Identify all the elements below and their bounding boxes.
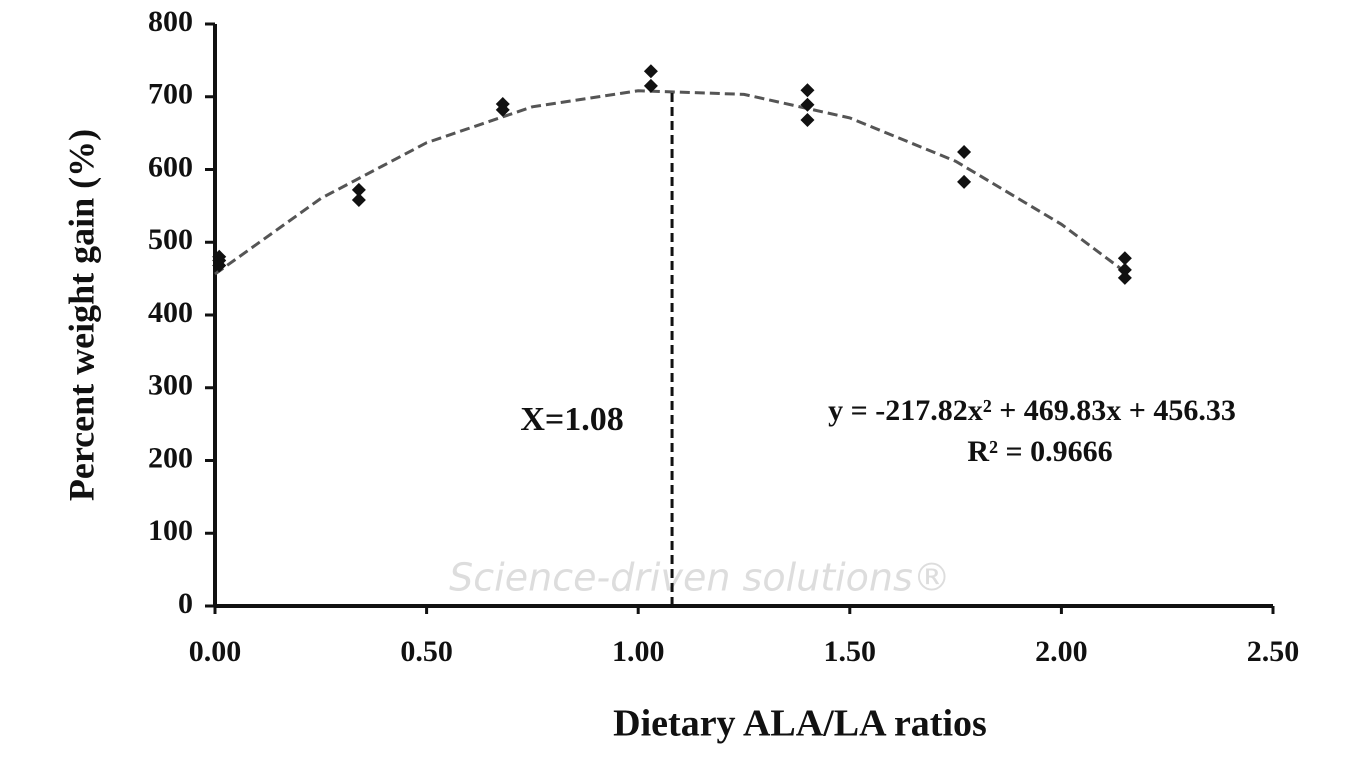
x-axis-label: Dietary ALA/LA ratios — [613, 703, 987, 745]
y-tick-label: 300 — [148, 369, 193, 402]
data-point — [957, 145, 971, 159]
y-tick-label: 400 — [148, 296, 193, 329]
r-squared: R² = 0.9666 — [967, 435, 1112, 468]
y-tick-label: 700 — [148, 78, 193, 111]
x-tick-label: 0.00 — [189, 635, 242, 668]
y-tick-label: 500 — [148, 223, 193, 256]
optimum-label: X=1.08 — [520, 401, 623, 438]
fit-curve — [215, 91, 1125, 274]
chart: Science-driven solutions® Dietary ALA/LA… — [0, 0, 1353, 776]
y-tick-label: 800 — [148, 5, 193, 38]
data-point — [1118, 271, 1132, 285]
data-point — [800, 83, 814, 97]
data-point — [800, 113, 814, 127]
data-point — [352, 193, 366, 207]
x-tick-label: 0.50 — [400, 635, 453, 668]
data-point — [644, 64, 658, 78]
equation: y = -217.82x² + 469.83x + 456.33 — [828, 394, 1236, 427]
y-axis-label: Percent weight gain (%) — [61, 129, 101, 501]
y-tick-label: 200 — [148, 441, 193, 474]
y-tick-label: 100 — [148, 514, 193, 547]
y-tick-label: 600 — [148, 150, 193, 183]
x-tick-label: 2.00 — [1035, 635, 1088, 668]
x-tick-label: 1.00 — [612, 635, 665, 668]
x-tick-label: 1.50 — [824, 635, 877, 668]
data-point — [957, 175, 971, 189]
y-tick-label: 0 — [178, 587, 193, 620]
watermark: Science-driven solutions® — [449, 556, 951, 600]
data-point — [800, 98, 814, 112]
x-tick-label: 2.50 — [1247, 635, 1300, 668]
